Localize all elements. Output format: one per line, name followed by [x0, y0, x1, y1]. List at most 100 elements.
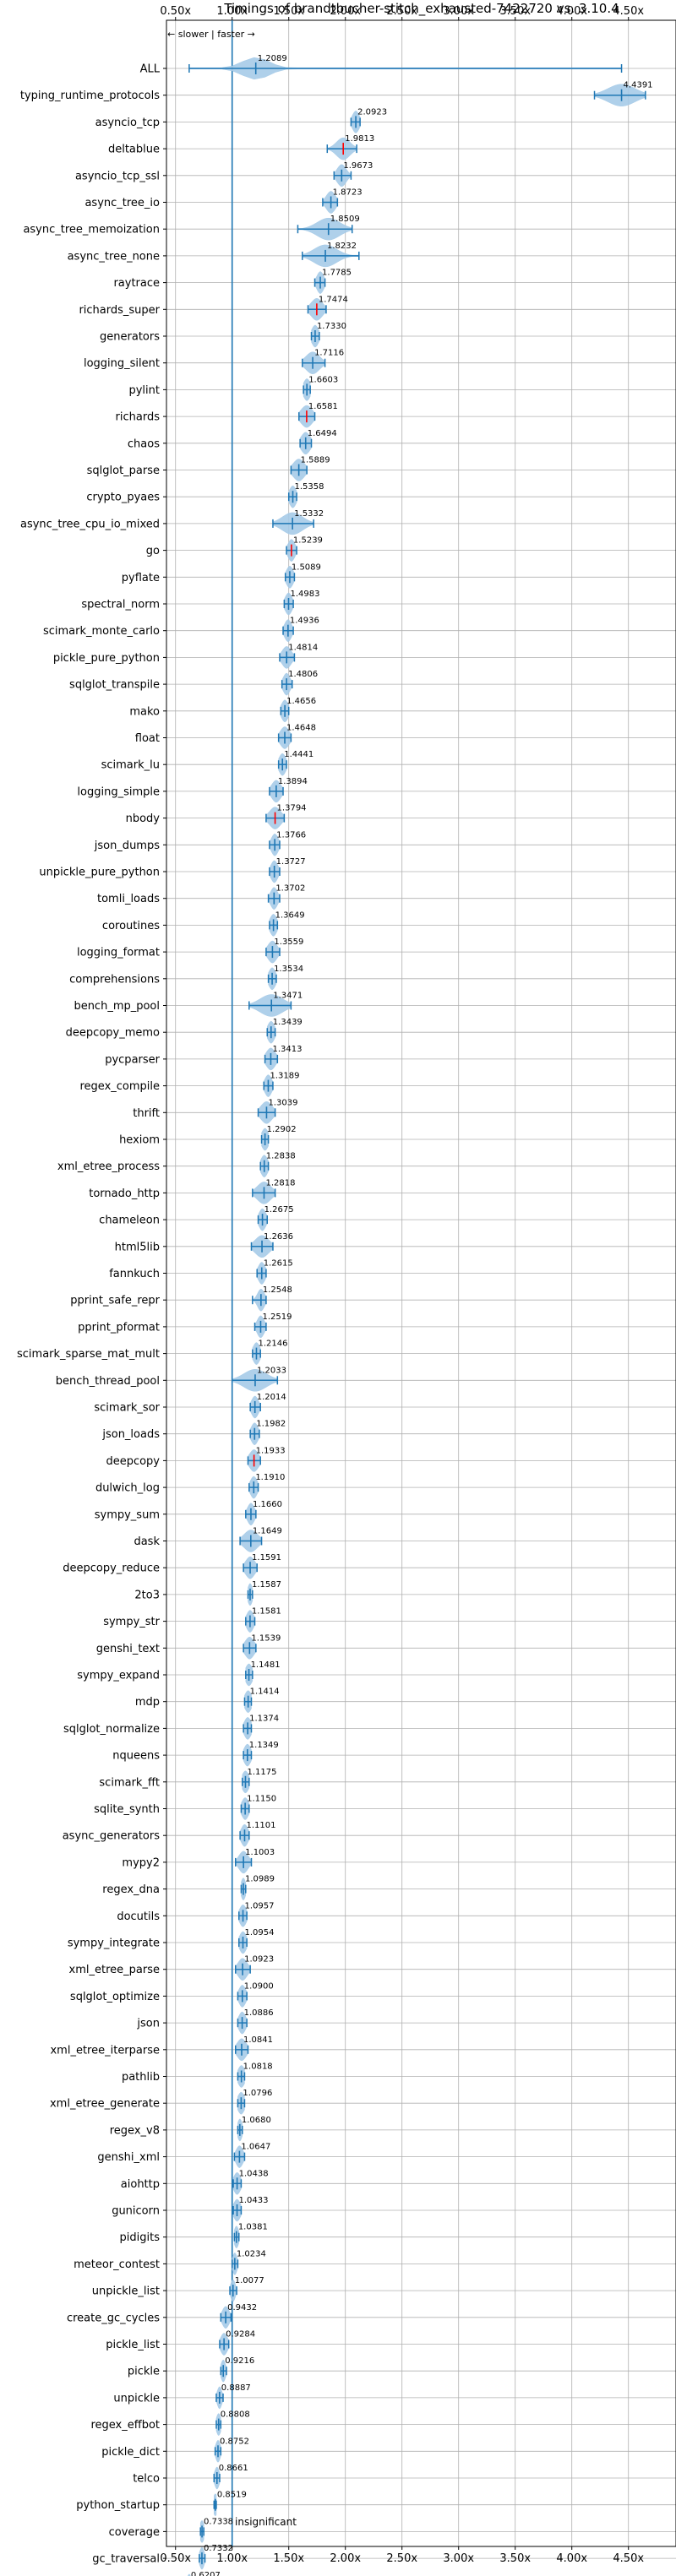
benchmark-mark: 1.2033: [231, 1366, 286, 1392]
benchmark-label: deepcopy_reduce: [63, 1562, 160, 1575]
benchmark-label: gunicorn: [112, 2205, 160, 2218]
benchmark-mark: 1.3413: [264, 1045, 302, 1071]
benchmark-mark: 1.3439: [266, 1018, 303, 1044]
benchmark-mark: 1.7474: [307, 295, 348, 321]
benchmark-label: json: [136, 2018, 160, 2030]
benchmark-label: async_tree_none: [68, 250, 160, 263]
value-label: 1.2615: [264, 1259, 293, 1269]
benchmark-label: bench_mp_pool: [74, 1000, 160, 1013]
benchmark-label: nbody: [126, 812, 161, 825]
value-label: 0.9216: [225, 2356, 254, 2366]
benchmark-label: pickle_list: [106, 2339, 160, 2351]
benchmark-label: sqlite_synth: [94, 1803, 160, 1816]
benchmark-label: logging_simple: [77, 785, 160, 798]
benchmark-mark: 0.6207: [188, 2571, 221, 2576]
benchmark-mark: 1.0900: [237, 1981, 274, 2008]
benchmark-mark: 1.2636: [250, 1232, 293, 1258]
marks-layer: 1.2089 4.4391 2.0923 1.9813 1.9673 1.8723 1.85…: [188, 20, 653, 2576]
benchmark-label: sympy_expand: [77, 1670, 160, 1682]
benchmark-mark: 1.0234: [231, 2249, 266, 2275]
benchmark-label: pprint_pformat: [78, 1321, 160, 1334]
x-tick-label-top: 4.00x: [556, 5, 587, 18]
benchmark-mark: 1.0077: [229, 2276, 264, 2302]
benchmark-mark: 0.9432: [220, 2303, 257, 2329]
benchmark-mark: 1.1150: [240, 1795, 276, 1820]
benchmark-mark: 1.2519: [254, 1312, 292, 1339]
value-label: 1.2014: [257, 1393, 286, 1402]
benchmark-label: sympy_str: [103, 1616, 160, 1628]
benchmark-mark: 1.2902: [260, 1125, 297, 1151]
benchmark-mark: 1.1591: [243, 1553, 281, 1579]
benchmark-label: asyncio_tcp_ssl: [75, 170, 160, 182]
benchmark-mark: 1.5239: [286, 536, 323, 562]
benchmark-mark: 1.0886: [237, 2008, 274, 2035]
value-label: 0.7338: [204, 2517, 233, 2526]
benchmark-label: pickle: [128, 2366, 160, 2378]
benchmark-label: docutils: [117, 1910, 160, 1923]
benchmark-mark: 1.3794: [265, 804, 307, 829]
benchmark-label: nqueens: [112, 1750, 160, 1763]
benchmark-mark: 1.1539: [243, 1633, 281, 1660]
benchmark-mark: 0.8887: [215, 2383, 251, 2410]
benchmark-label: scimark_fft: [99, 1776, 160, 1789]
benchmark-mark: 1.0438: [232, 2169, 269, 2195]
benchmark-mark: 1.1481: [245, 1660, 281, 1687]
benchmark-label: coverage: [109, 2526, 160, 2539]
value-label: 1.5089: [292, 562, 321, 572]
value-label: 1.0886: [244, 2008, 274, 2018]
benchmark-label: deepcopy: [106, 1455, 160, 1468]
value-label: 1.1910: [255, 1473, 285, 1482]
benchmark-mark: 1.8509: [297, 215, 360, 241]
value-label: 1.1649: [253, 1527, 282, 1536]
benchmark-mark: 1.4648: [277, 724, 316, 749]
value-label: 1.8509: [330, 215, 360, 224]
direction-label: ← slower | faster →: [167, 29, 255, 40]
benchmark-mark: 0.8752: [214, 2437, 249, 2463]
benchmark-label: async_tree_cpu_io_mixed: [20, 518, 160, 530]
value-label: 1.1982: [256, 1420, 286, 1429]
benchmark-mark: 1.2675: [257, 1205, 294, 1231]
benchmark-label: python_startup: [76, 2499, 160, 2512]
x-tick-label-top: 4.50x: [613, 5, 644, 18]
benchmark-mark: 1.2089: [188, 54, 623, 80]
value-label: 0.8661: [219, 2464, 248, 2473]
benchmark-label: async_tree_memoization: [23, 224, 160, 236]
value-label: 1.0989: [245, 1875, 275, 1884]
x-tick-label-bottom: 0.50x: [160, 2552, 191, 2565]
value-label: 1.1414: [250, 1687, 280, 1697]
benchmark-label: pidigits: [120, 2231, 161, 2244]
value-label: 2.0923: [357, 107, 387, 117]
benchmark-label: pylint: [128, 384, 160, 397]
benchmark-mark: 1.1982: [249, 1420, 286, 1445]
benchmark-label: xml_etree_process: [57, 1160, 160, 1173]
value-label: 1.3649: [275, 910, 305, 920]
benchmark-mark: 1.0381: [233, 2223, 268, 2248]
x-tick-label-top: 1.00x: [216, 5, 248, 18]
value-label: 1.2089: [258, 54, 287, 63]
value-label: 1.4656: [286, 697, 316, 706]
value-label: 1.6581: [308, 402, 338, 411]
benchmark-mark: 1.0923: [234, 1955, 274, 1981]
benchmark-mark: 1.4656: [280, 697, 316, 723]
benchmark-mark: 1.1910: [248, 1473, 285, 1499]
value-label: 1.4936: [290, 617, 319, 626]
benchmark-mark: 0.9284: [219, 2330, 255, 2356]
benchmark-mark: 1.8723: [322, 188, 363, 214]
benchmark-label: tornado_http: [89, 1187, 160, 1200]
value-label: 1.0841: [243, 2035, 273, 2045]
value-label: 0.8519: [217, 2491, 247, 2500]
value-label: 1.4441: [284, 750, 313, 759]
benchmark-mark: 1.9673: [333, 161, 373, 187]
value-label: 1.1587: [252, 1580, 281, 1590]
benchmark-label: logging_format: [77, 947, 160, 959]
benchmark-label: mypy2: [122, 1856, 160, 1869]
benchmark-mark: 1.3894: [269, 777, 308, 803]
value-label: 1.1175: [247, 1768, 276, 1777]
value-label: 1.7474: [319, 295, 348, 304]
value-label: 1.0923: [244, 1955, 274, 1965]
value-label: 1.0900: [244, 1981, 274, 1991]
value-label: 1.1481: [251, 1660, 281, 1670]
benchmark-mark: 1.2838: [259, 1152, 296, 1177]
value-label: 1.2636: [264, 1232, 293, 1242]
benchmark-label: json_loads: [101, 1428, 160, 1441]
